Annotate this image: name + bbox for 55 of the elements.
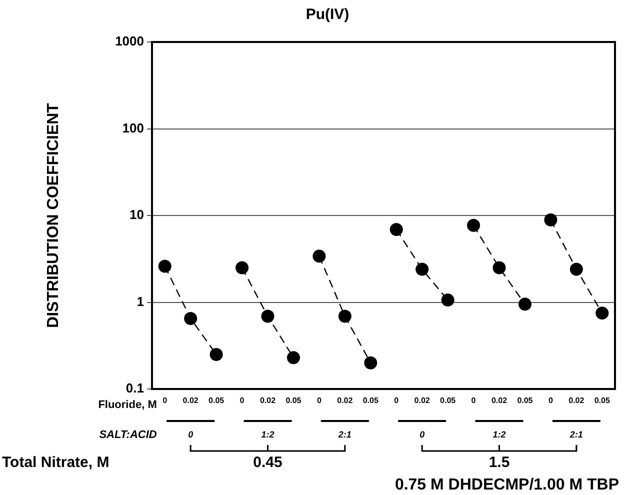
point <box>441 294 454 307</box>
y-tick-label: 100 <box>122 120 144 136</box>
y-tick-label: 1000 <box>115 34 144 49</box>
x-tick-label: 0.05 <box>594 396 610 406</box>
point <box>467 218 480 232</box>
point <box>312 250 326 263</box>
point <box>492 261 506 274</box>
y-tick-label: 10 <box>130 207 144 222</box>
point <box>286 351 300 364</box>
text: 2:1 <box>337 429 352 440</box>
point <box>596 306 609 320</box>
text: SALT:ACID <box>99 429 157 442</box>
x-tick-label: 0 <box>162 396 168 406</box>
point <box>364 356 378 370</box>
y-tick-label: 1 <box>136 294 144 309</box>
text: 0.45 <box>253 454 282 472</box>
text: 2:1 <box>568 429 583 440</box>
x-tick-label: 0.02 <box>260 396 276 406</box>
point <box>390 222 403 236</box>
x-axis-title: Fluoride, M <box>98 399 157 412</box>
y-tick-label: 0.1 <box>126 380 144 396</box>
x-tick-label: 0 <box>394 396 400 406</box>
text: 0 <box>188 429 194 440</box>
x-tick-label: 0.05 <box>362 396 379 406</box>
text: 1:2 <box>492 429 506 440</box>
point <box>261 310 274 323</box>
point <box>236 261 249 274</box>
point <box>518 298 532 311</box>
text: Total Nitrate, M <box>2 454 110 472</box>
text: 0.75 M DHDECMP/1.00 M TBP <box>394 476 620 494</box>
point <box>338 310 352 323</box>
x-tick-label: 0.05 <box>208 396 225 406</box>
point <box>210 348 223 361</box>
point <box>570 262 583 276</box>
point <box>416 262 429 276</box>
text: 0 <box>420 429 425 440</box>
x-tick-label: 0.05 <box>286 396 302 406</box>
x-tick-label: 0.05 <box>440 396 456 406</box>
x-tick-label: 0 <box>240 396 245 406</box>
chart-title: Pu(IV) <box>306 6 350 24</box>
x-tick-label: 0 <box>471 396 476 406</box>
x-tick-label: 0.02 <box>414 396 430 406</box>
y-axis-title: DISTRIBUTION COEFFICIENT <box>45 102 62 328</box>
point <box>158 260 172 273</box>
x-tick-label: 0.02 <box>337 396 354 406</box>
point <box>544 213 558 226</box>
x-tick-label: 0.05 <box>517 396 534 406</box>
x-tick-label: 0 <box>548 396 554 406</box>
x-tick-label: 0.02 <box>491 396 508 406</box>
text: 1.5 <box>488 454 510 472</box>
x-tick-label: 0 <box>316 396 322 406</box>
point <box>184 312 198 325</box>
x-tick-label: 0.02 <box>568 396 585 406</box>
text: 1:2 <box>261 429 274 440</box>
x-tick-label: 0.02 <box>182 396 199 406</box>
